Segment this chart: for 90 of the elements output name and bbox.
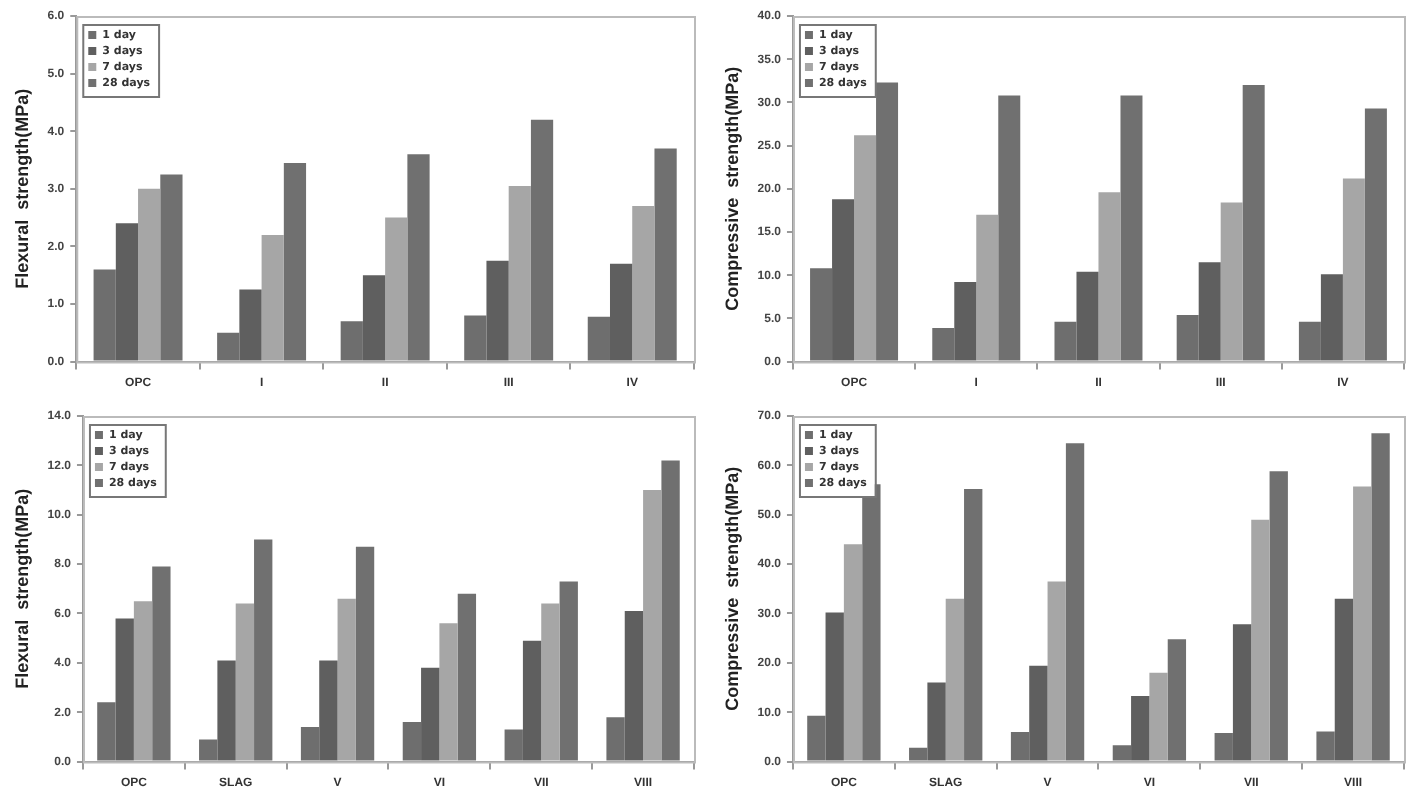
bar — [1131, 695, 1150, 761]
bar — [355, 546, 375, 761]
bar — [199, 739, 218, 761]
y-axis-title: Flexural strength(MPa) — [11, 488, 32, 689]
bar — [138, 188, 161, 361]
bar — [932, 327, 955, 361]
bar — [254, 539, 273, 761]
bar — [810, 268, 833, 361]
y-axis-title: Compressive strength(MPa) — [721, 466, 742, 711]
bar — [606, 717, 625, 761]
bar — [217, 660, 236, 761]
bar — [632, 206, 655, 361]
bar — [530, 119, 554, 361]
bar — [1353, 486, 1372, 761]
bar — [152, 566, 171, 761]
bar — [115, 618, 134, 761]
bar — [843, 544, 863, 761]
bar — [1316, 731, 1335, 761]
bar — [998, 95, 1021, 361]
bar — [654, 148, 677, 361]
bar — [407, 154, 430, 361]
bar — [1112, 745, 1132, 761]
bar — [261, 234, 284, 361]
bar — [1269, 471, 1288, 761]
bar — [160, 174, 183, 361]
bar — [1364, 108, 1387, 361]
bar — [1076, 271, 1099, 361]
bar — [133, 601, 153, 761]
bar — [624, 611, 644, 761]
bar — [402, 722, 422, 761]
bar — [522, 640, 542, 761]
bar — [909, 747, 928, 761]
bar — [1242, 85, 1265, 361]
bar — [464, 315, 487, 361]
bar — [1232, 624, 1252, 761]
bar — [661, 460, 680, 761]
bar — [1065, 443, 1085, 761]
bar — [1220, 202, 1243, 361]
bar — [1342, 178, 1365, 361]
bar — [93, 269, 116, 361]
bar — [609, 263, 633, 361]
bar — [1214, 732, 1233, 761]
bar — [235, 603, 255, 761]
bar — [1029, 665, 1048, 761]
bar — [832, 199, 855, 361]
bar — [1371, 433, 1390, 761]
bar — [385, 217, 408, 361]
bar — [504, 729, 523, 761]
bar — [319, 660, 338, 761]
bar — [115, 223, 139, 361]
bar — [1149, 672, 1168, 761]
bar — [1251, 519, 1270, 761]
bar — [1167, 639, 1187, 761]
bar — [337, 598, 356, 761]
bar — [1320, 274, 1343, 361]
bar — [1334, 598, 1354, 761]
bar — [945, 598, 965, 761]
bar — [807, 715, 826, 761]
bar — [854, 135, 877, 361]
bar — [340, 321, 363, 361]
bar — [964, 489, 983, 761]
bar — [541, 603, 560, 761]
bar — [1054, 321, 1077, 361]
bar — [457, 593, 477, 761]
bar — [1176, 314, 1199, 361]
bar — [927, 682, 946, 761]
y-axis-title: Flexural strength(MPa) — [11, 88, 32, 289]
bar — [954, 282, 977, 361]
bar — [1198, 262, 1221, 361]
y-axis-title: Compressive strength(MPa) — [721, 66, 742, 311]
bar — [825, 612, 844, 761]
bar — [976, 214, 999, 361]
bar — [1010, 731, 1030, 761]
bar — [1298, 321, 1321, 361]
bar — [439, 623, 458, 761]
bar — [217, 332, 240, 361]
bar — [362, 275, 386, 361]
bar — [1098, 192, 1121, 361]
bar — [300, 727, 320, 761]
bar — [486, 260, 509, 361]
bar — [421, 667, 440, 761]
bar — [283, 162, 307, 361]
bar — [587, 316, 610, 361]
bar — [559, 581, 578, 761]
bar — [97, 702, 116, 761]
bar — [508, 185, 531, 361]
bar — [1047, 581, 1066, 761]
bar — [643, 490, 662, 761]
bar — [239, 289, 262, 361]
bar — [1120, 95, 1143, 361]
